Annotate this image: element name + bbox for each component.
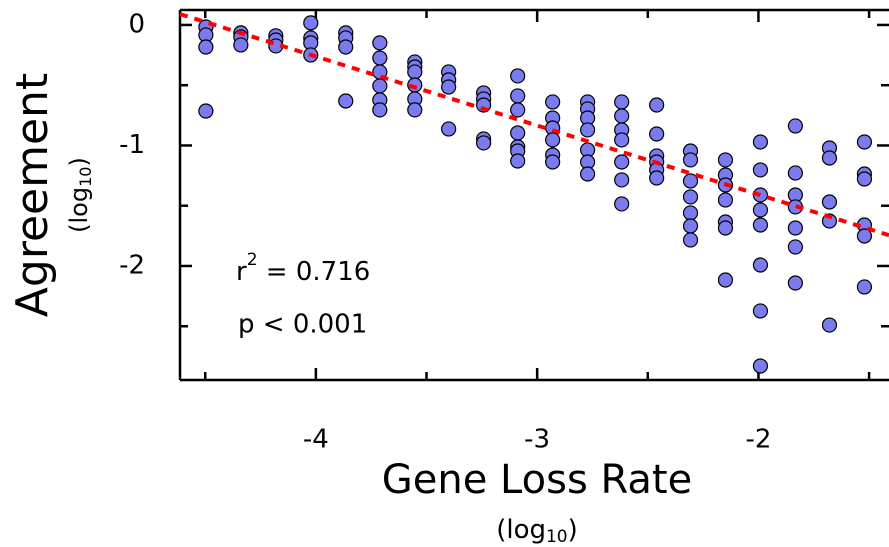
annotation: r2 = 0.716	[236, 250, 370, 287]
annotation-superscript: 2	[247, 250, 258, 270]
point	[717, 220, 734, 236]
point	[372, 50, 388, 66]
point	[682, 232, 699, 248]
point	[821, 150, 838, 166]
point	[510, 68, 526, 84]
point	[614, 94, 630, 110]
point	[682, 189, 699, 205]
point	[580, 122, 596, 138]
point	[649, 126, 665, 142]
point	[338, 93, 354, 109]
point	[545, 132, 561, 148]
point	[614, 154, 630, 170]
y-axis-label: Agreement	[7, 73, 58, 317]
point	[682, 218, 699, 234]
point	[787, 118, 803, 134]
point	[407, 64, 423, 80]
point	[752, 134, 769, 150]
point	[198, 39, 214, 55]
point	[682, 173, 699, 189]
point	[545, 94, 561, 110]
point	[614, 196, 630, 212]
point	[614, 132, 630, 148]
point	[510, 88, 526, 104]
y-tick-label: -1	[119, 130, 145, 160]
point	[752, 257, 769, 273]
y-tick-label: 0	[128, 9, 145, 39]
point	[510, 125, 526, 141]
point	[441, 121, 457, 137]
unit-text: (log	[65, 187, 93, 233]
point	[614, 108, 630, 124]
point	[614, 172, 630, 188]
point	[198, 103, 214, 119]
point	[441, 79, 457, 95]
point	[856, 171, 873, 187]
point	[510, 153, 526, 169]
point	[717, 272, 734, 288]
point	[752, 162, 769, 178]
x-tick-label: -4	[303, 425, 329, 455]
point	[787, 239, 803, 255]
point	[717, 152, 734, 168]
point	[717, 192, 734, 208]
point	[510, 102, 526, 118]
unit-subscript: 10	[76, 167, 95, 187]
point	[821, 317, 838, 333]
point	[338, 39, 354, 55]
x-axis-unit: (log10)	[496, 515, 578, 547]
unit-text: (log	[496, 515, 546, 545]
point	[682, 205, 699, 221]
point	[580, 166, 596, 182]
point	[649, 97, 665, 113]
point	[649, 170, 665, 186]
point	[787, 275, 803, 291]
annotation-text: = 0.716	[258, 257, 371, 287]
point	[752, 202, 769, 218]
y-tick-label: -2	[119, 250, 145, 280]
point	[856, 228, 873, 244]
point	[752, 303, 769, 319]
x-axis-label: Gene Loss Rate	[382, 457, 692, 503]
point	[372, 35, 388, 51]
x-tick-label: -3	[524, 425, 550, 455]
point	[682, 152, 699, 168]
point	[233, 37, 249, 53]
unit-subscript: 10	[546, 527, 568, 547]
point	[787, 220, 803, 236]
point	[372, 102, 388, 118]
point	[856, 279, 873, 295]
point	[856, 134, 873, 150]
x-tick-label: -2	[745, 425, 771, 455]
point	[787, 165, 803, 181]
point	[752, 358, 769, 374]
point	[821, 194, 838, 210]
annotation: p < 0.001	[238, 310, 367, 340]
y-axis-unit: (log10)	[65, 157, 95, 233]
unit-text: )	[65, 157, 93, 166]
annotation-text: r	[236, 257, 247, 287]
point	[372, 78, 388, 94]
unit-text: )	[568, 515, 578, 545]
point	[752, 217, 769, 233]
point	[545, 154, 561, 170]
point	[476, 135, 492, 151]
trend-line	[179, 12, 889, 238]
point	[407, 102, 423, 118]
point	[303, 15, 319, 31]
